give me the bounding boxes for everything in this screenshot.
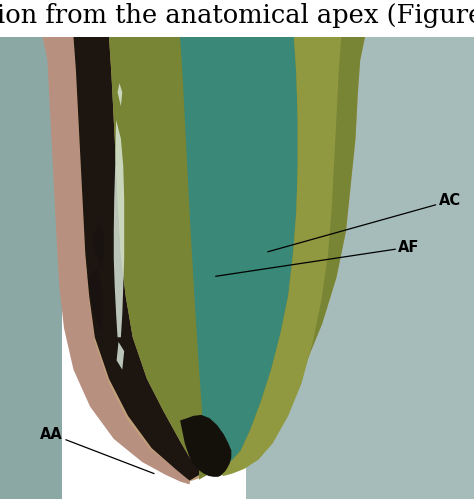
Text: AF: AF bbox=[216, 240, 419, 276]
Text: AC: AC bbox=[268, 194, 461, 252]
Text: AA: AA bbox=[40, 427, 154, 474]
Polygon shape bbox=[88, 268, 103, 333]
Polygon shape bbox=[43, 37, 190, 484]
Polygon shape bbox=[180, 37, 298, 471]
Polygon shape bbox=[211, 37, 341, 476]
Polygon shape bbox=[246, 37, 474, 499]
Polygon shape bbox=[109, 37, 365, 480]
Polygon shape bbox=[114, 120, 124, 337]
Polygon shape bbox=[0, 37, 62, 499]
Text: striction from the anatomical apex (Figure: striction from the anatomical apex (Figu… bbox=[0, 3, 474, 28]
Polygon shape bbox=[92, 222, 104, 268]
Polygon shape bbox=[43, 37, 365, 484]
Polygon shape bbox=[118, 83, 122, 106]
Polygon shape bbox=[117, 342, 124, 370]
Polygon shape bbox=[73, 37, 199, 481]
Polygon shape bbox=[180, 415, 231, 477]
